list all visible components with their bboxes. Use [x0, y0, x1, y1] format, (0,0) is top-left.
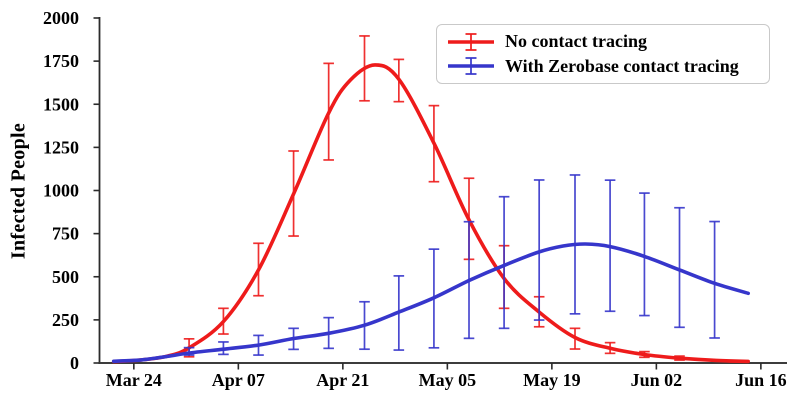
y-axis-label: Infected People [7, 122, 30, 260]
legend-item-no-contact-tracing: No contact tracing [447, 31, 761, 53]
legend-glyph-canvas [448, 57, 494, 76]
x-tick-label: Jun 02 [631, 370, 683, 390]
x-tick-label: Mar 24 [106, 370, 162, 390]
legend-glyph-canvas [448, 32, 494, 51]
y-tick-label: 1750 [43, 51, 79, 71]
y-tick-label: 750 [52, 224, 79, 244]
legend-item-zerobase-contact-tracing: With Zerobase contact tracing [447, 55, 761, 77]
series-1-curve [111, 242, 750, 364]
y-tick-label: 250 [52, 310, 79, 330]
legend: No contact tracing With Zerobase contact… [436, 24, 770, 84]
errorbar-glyph-blue [447, 55, 495, 77]
x-tick-label: Apr 21 [316, 370, 369, 390]
x-tick-label: Jun 16 [735, 370, 787, 390]
y-tick-label: 500 [52, 267, 79, 287]
y-tick-label: 0 [70, 353, 79, 373]
y-tick-label: 1000 [43, 181, 79, 201]
x-tick-label: May 05 [419, 370, 477, 390]
x-tick-label: May 19 [523, 370, 581, 390]
y-tick-label: 1500 [43, 94, 79, 114]
series-1-errorbars [183, 174, 720, 356]
errorbar-glyph-red [447, 31, 495, 53]
y-tick-label: 1250 [43, 137, 79, 157]
legend-label-zerobase-contact-tracing: With Zerobase contact tracing [505, 55, 739, 76]
y-tick-label: 2000 [43, 8, 79, 28]
legend-label-no-contact-tracing: No contact tracing [505, 31, 647, 52]
x-tick-label: Apr 07 [212, 370, 265, 390]
series-0-curve [111, 63, 750, 364]
